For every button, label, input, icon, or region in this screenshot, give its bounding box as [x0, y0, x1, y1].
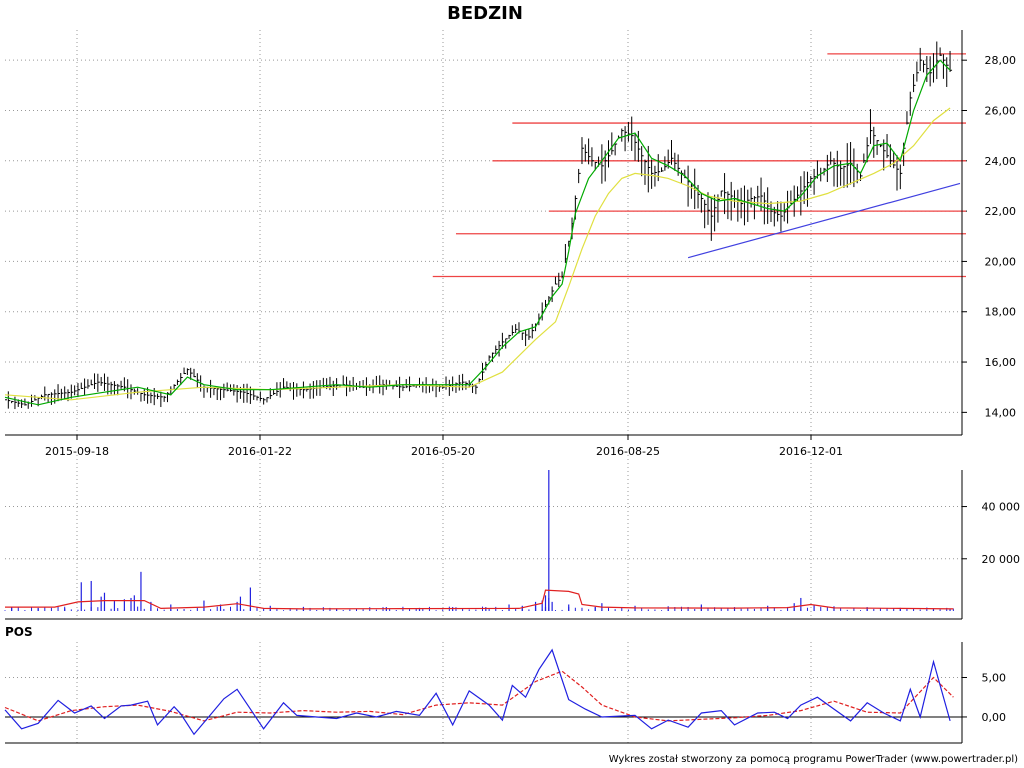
main-x-tick-label: 2016-12-01 [779, 445, 843, 458]
price-bars [5, 41, 953, 410]
main-y-tick-label: 20,00 [985, 255, 1017, 268]
main-y-tick-label: 26,00 [985, 104, 1017, 117]
short-moving-average-line [4, 59, 951, 406]
main-grid [5, 30, 962, 435]
main-y-tick-label: 24,00 [985, 155, 1017, 168]
main-ticks: 14,00 16,00 18,00 20,00 22,00 24,00 26,00 28,00… [45, 54, 1016, 458]
pos-oscillator-line [4, 648, 951, 736]
pos-ticks: 0,00 5,00 [962, 672, 1006, 724]
main-x-tick-label: 2016-08-25 [596, 445, 660, 458]
volume-y-tick-label: 40 000 [982, 501, 1021, 514]
pos-signal-line [4, 670, 954, 722]
chart-title: BEDZIN [447, 3, 523, 24]
main-y-tick-label: 16,00 [985, 356, 1017, 369]
volume-moving-average-line [5, 589, 954, 610]
main-x-tick-label: 2016-01-22 [228, 445, 292, 458]
volume-grid [5, 455, 962, 619]
pos-grid [5, 642, 962, 743]
volume-ticks: 20 000 40 000 [962, 501, 1020, 566]
main-x-tick-label: 2015-09-18 [45, 445, 109, 458]
pos-y-tick-label: 5,00 [982, 672, 1007, 685]
volume-y-tick-label: 20 000 [982, 553, 1021, 566]
main-y-tick-label: 14,00 [985, 406, 1017, 419]
trend-line [687, 182, 961, 259]
pos-y-tick-label: 0,00 [982, 711, 1007, 724]
main-y-tick-label: 22,00 [985, 205, 1017, 218]
support-resistance-lines [432, 53, 966, 278]
main-x-tick-label: 2016-05-20 [411, 445, 475, 458]
main-y-tick-label: 18,00 [985, 306, 1017, 319]
pos-panel-label: POS [5, 625, 33, 639]
footer-credit: Wykres został stworzony za pomocą progra… [609, 754, 1018, 765]
main-y-tick-label: 28,00 [985, 54, 1017, 67]
long-moving-average-line [4, 107, 951, 401]
